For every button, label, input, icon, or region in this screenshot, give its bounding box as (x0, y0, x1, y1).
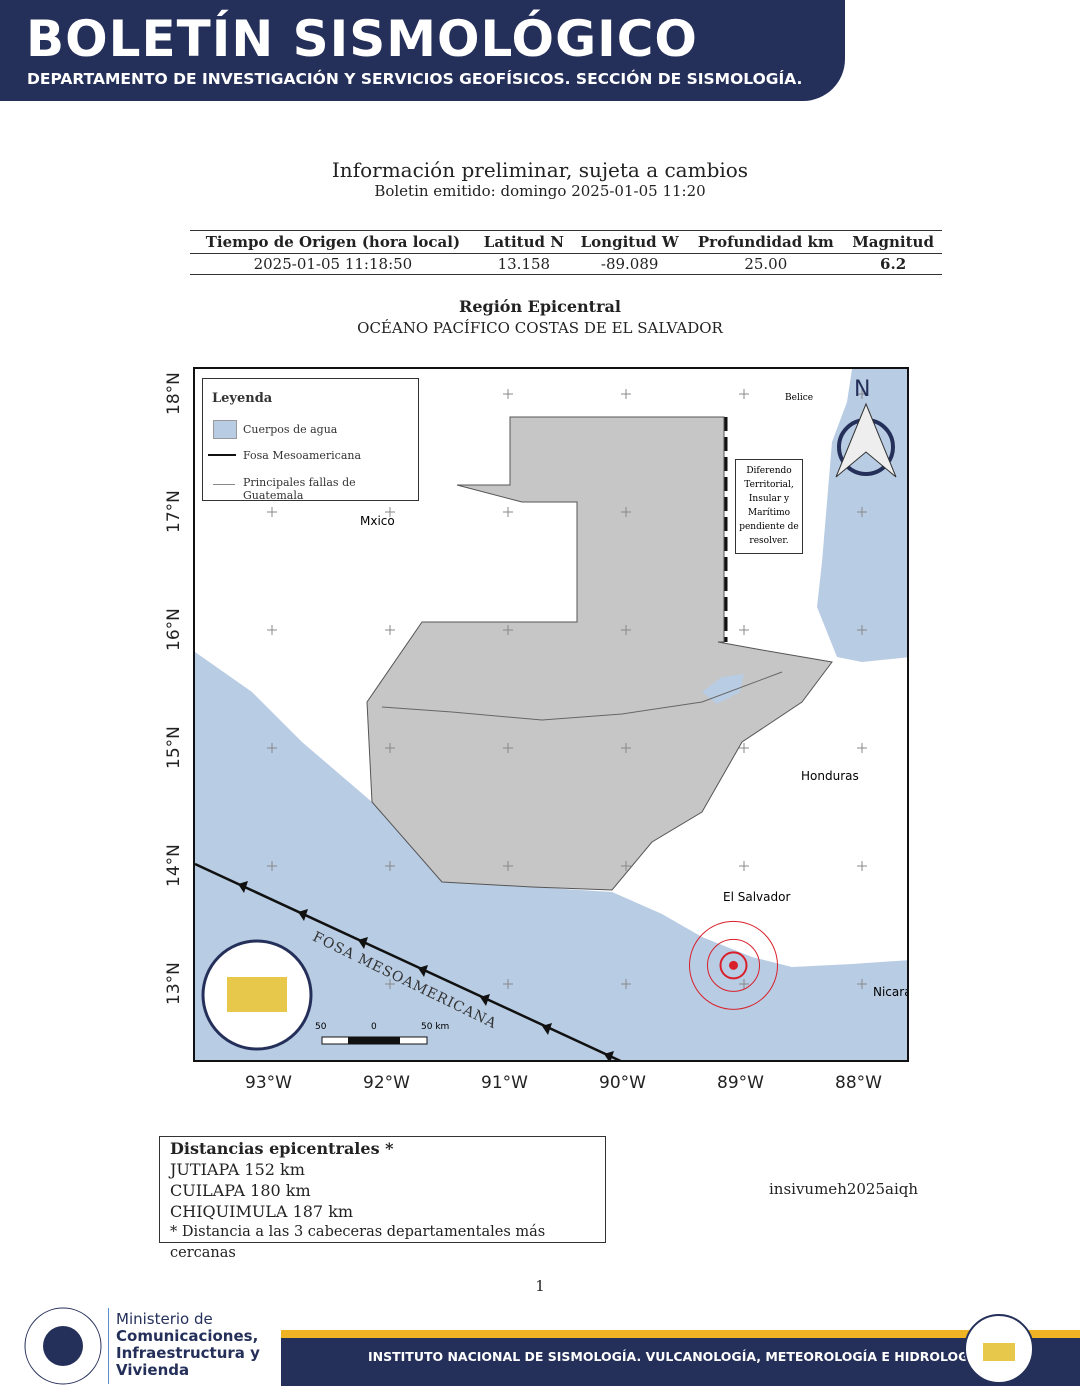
distance-item: JUTIAPA 152 km (170, 1160, 305, 1179)
origin-time: 2025-01-05 11:18:50 (190, 253, 476, 275)
label-nicaragua: Nicara (873, 985, 909, 999)
insivumeh-logo (201, 939, 313, 1051)
trench-line (195, 862, 622, 1060)
north-label: N (854, 377, 871, 402)
lake-izabal (702, 674, 744, 704)
lon-tick: 89°W (717, 1073, 764, 1093)
event-table: Tiempo de Origen (hora local) Latitud N … (190, 230, 942, 275)
lon-tick: 88°W (835, 1073, 882, 1093)
lat-tick: 16°N (164, 608, 184, 651)
lat-tick: 14°N (164, 844, 184, 887)
scale-label-right: 50 km (421, 1022, 450, 1032)
epicenter-marker (688, 920, 778, 1010)
legend-title: Leyenda (212, 391, 273, 406)
ministry-line: Ministerio de (116, 1310, 213, 1328)
distances-title: Distancias epicentrales * (170, 1139, 394, 1158)
ministry-line: Comunicaciones, (116, 1327, 259, 1345)
lat-tick: 17°N (164, 490, 184, 533)
issued-time: Boletin emitido: domingo 2025-01-05 11:2… (374, 182, 706, 200)
epicenter-map: Leyenda Cuerpos de agua Fosa Mesoamerica… (193, 367, 909, 1062)
lat-lon-grid (267, 389, 867, 989)
event-id: insivumeh2025aiqh (769, 1180, 919, 1198)
water-swatch (213, 420, 237, 439)
map-legend: Leyenda Cuerpos de agua Fosa Mesoamerica… (202, 378, 419, 502)
label-honduras: Honduras (801, 769, 859, 783)
lon-tick: 92°W (363, 1073, 410, 1093)
footer-divider (108, 1308, 109, 1384)
ministry-line: Infraestructura y (116, 1344, 260, 1362)
col-magnitude: Magnitud (844, 230, 942, 254)
latitude: 13.158 (475, 253, 572, 275)
lon-tick: 93°W (245, 1073, 292, 1093)
col-longitude: Longitud W (571, 230, 688, 254)
col-depth: Profundidad km (687, 230, 845, 254)
label-mexico: Mxico (360, 514, 395, 528)
insivumeh-footer-logo-icon (964, 1314, 1034, 1384)
header-banner: BOLETÍN SISMOLÓGICO DEPARTAMENTO DE INVE… (0, 0, 845, 101)
legend-water: Cuerpos de agua (243, 423, 338, 436)
north-arrow-icon (835, 402, 897, 478)
label-el-salvador: El Salvador (723, 890, 791, 904)
col-origin-time: Tiempo de Origen (hora local) (190, 230, 476, 254)
bulletin-subtitle: DEPARTAMENTO DE INVESTIGACIÓN Y SERVICIO… (27, 70, 803, 88)
trench-triangles (238, 881, 614, 1060)
label-belize: Belice (785, 393, 814, 403)
table-row: 2025-01-05 11:18:50 13.158 -89.089 25.00… (190, 253, 942, 275)
lon-tick: 90°W (599, 1073, 646, 1093)
guatemala-land (366, 416, 833, 891)
ministry-name: Ministerio de Comunicaciones, Infraestru… (116, 1311, 260, 1379)
lat-tick: 13°N (164, 962, 184, 1005)
dispute-note: Diferendo Territorial, Insular y Marítim… (735, 459, 803, 554)
table-header: Tiempo de Origen (hora local) Latitud N … (190, 230, 942, 254)
distance-item: CUILAPA 180 km (170, 1181, 311, 1200)
region-label: Región Epicentral (459, 297, 621, 316)
map-canvas (195, 369, 907, 1060)
pacific-ocean (195, 652, 907, 1060)
magnitude: 6.2 (844, 253, 942, 275)
col-latitude: Latitud N (475, 230, 572, 254)
epicentral-distances: Distancias epicentrales * JUTIAPA 152 km… (159, 1136, 606, 1261)
scale-label-left: 50 (315, 1022, 327, 1032)
preliminary-notice: Información preliminar, sujeta a cambios (331, 158, 749, 182)
lon-tick: 91°W (481, 1073, 528, 1093)
ministry-line: Vivienda (116, 1361, 190, 1379)
institute-name: INSTITUTO NACIONAL DE SISMOLOGÍA. VULCAN… (368, 1349, 983, 1364)
bulletin-title: BOLETÍN SISMOLÓGICO (26, 10, 698, 68)
lat-tick: 18°N (164, 372, 184, 415)
page-number: 1 (535, 1277, 545, 1295)
distance-item: CHIQUIMULA 187 km (170, 1202, 354, 1221)
government-seal-icon (24, 1307, 102, 1385)
legend-faults: Principales fallas de Guatemala (243, 476, 356, 502)
longitude: -89.089 (571, 253, 688, 275)
scale-label-zero: 0 (371, 1022, 377, 1032)
trench-swatch (208, 454, 236, 456)
lat-tick: 15°N (164, 726, 184, 769)
faults (381, 671, 783, 721)
footer-bar (281, 1330, 1080, 1386)
fault-swatch (213, 484, 235, 485)
legend-trench: Fosa Mesoamericana (243, 449, 362, 462)
distances-note: * Distancia a las 3 cabeceras departamen… (170, 1224, 546, 1261)
depth: 25.00 (687, 253, 845, 275)
scale-bar (321, 1036, 428, 1045)
region-value: OCÉANO PACÍFICO COSTAS DE EL SALVADOR (357, 319, 723, 337)
